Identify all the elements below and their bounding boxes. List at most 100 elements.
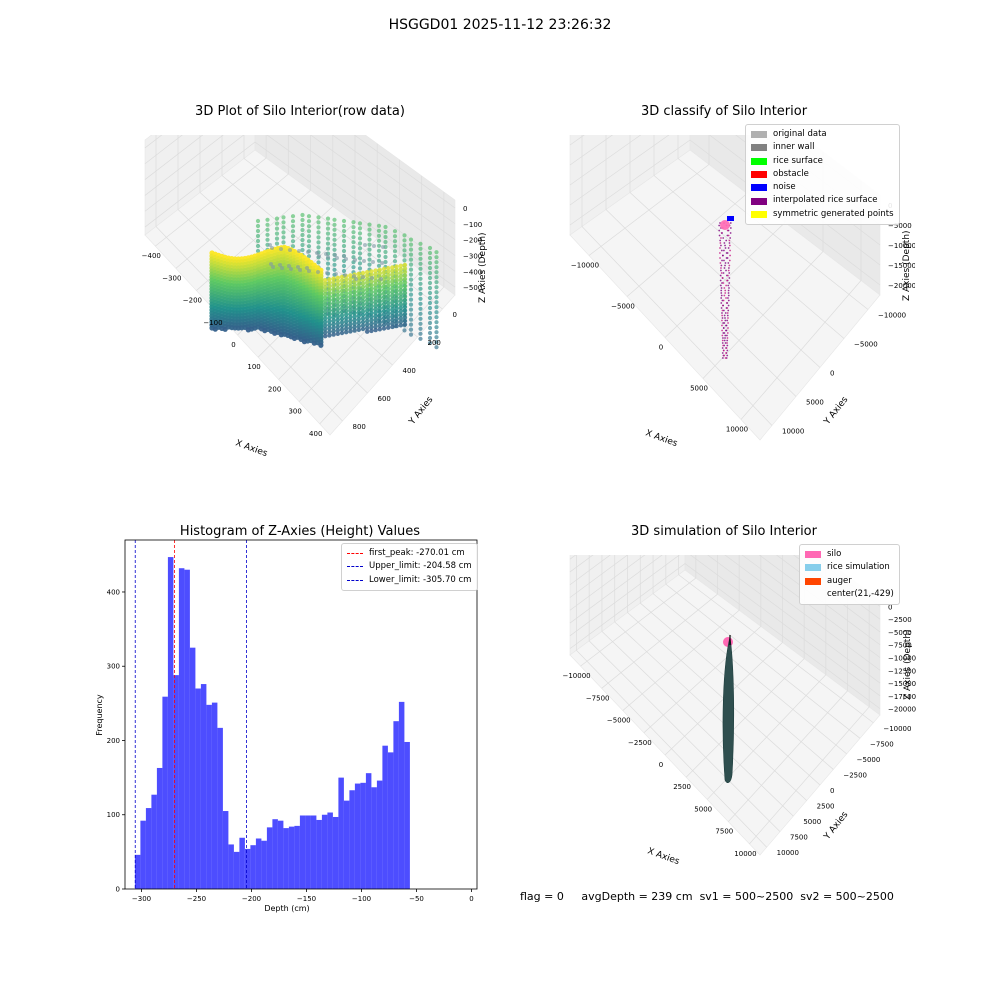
raw-point [373, 275, 378, 280]
classify-point [721, 259, 723, 262]
raw-point [274, 241, 280, 246]
sim-x-tick: 2500 [673, 783, 691, 791]
raw-point [367, 232, 372, 237]
classify-point [721, 232, 723, 234]
histogram-bar [233, 851, 240, 889]
raw-point [369, 321, 374, 327]
raw-point [344, 330, 349, 335]
raw-point [377, 309, 382, 314]
raw-point [290, 224, 296, 229]
raw-point [365, 294, 370, 299]
raw-point [381, 322, 387, 328]
cls-grid-y [653, 175, 845, 339]
raw-point [339, 306, 345, 311]
classify-point [726, 257, 729, 259]
raw-point [305, 266, 309, 270]
histogram-bar [376, 780, 383, 889]
raw-point [373, 282, 378, 287]
classify-point [724, 337, 726, 339]
raw-point [339, 320, 345, 325]
sim-legend-entry: silo [805, 548, 894, 561]
raw-point [427, 245, 433, 251]
histogram-bar [349, 790, 355, 889]
cls-legend-label: rice surface [773, 155, 823, 166]
cls-legend-swatch [751, 197, 767, 205]
raw-point [365, 322, 370, 327]
simulation-z-label: Z Axies (Depth) [903, 629, 913, 700]
classify-point [720, 289, 723, 292]
cls-legend-swatch [751, 157, 767, 165]
raw-point [386, 308, 391, 313]
raw-point [394, 274, 399, 280]
classify-point [722, 327, 725, 329]
raw-point [408, 252, 414, 257]
raw-point [377, 271, 382, 276]
histogram-bar [371, 787, 377, 889]
raw-point [434, 300, 439, 305]
raw-point [360, 319, 366, 325]
raw-point [327, 294, 332, 300]
histogram-x-tick: −50 [409, 895, 424, 903]
hist-legend-entry: Upper_limit: -204.58 cm [347, 560, 472, 573]
classify-point [722, 332, 725, 334]
raw-point [323, 313, 328, 318]
raw-y-tick: 400 [403, 367, 416, 375]
classify-point [720, 302, 723, 304]
raw-point [281, 220, 286, 225]
raw-point [394, 295, 399, 301]
raw-point [323, 302, 328, 307]
raw-point [290, 244, 296, 249]
classify-point [724, 292, 727, 294]
raw-point [427, 250, 433, 256]
raw-point [344, 323, 349, 328]
raw-point [398, 298, 403, 303]
raw-point [418, 251, 423, 256]
raw-point [357, 266, 363, 271]
cls-x-tick: −10000 [571, 262, 599, 270]
raw-point [373, 306, 378, 312]
raw-point [402, 283, 408, 289]
raw-point [408, 277, 414, 282]
raw-point [331, 328, 336, 334]
classify-point [718, 224, 721, 227]
classify-point [719, 284, 722, 287]
raw-point [367, 257, 372, 262]
raw-point [344, 302, 349, 307]
raw-point [356, 306, 361, 311]
raw-point [365, 301, 370, 306]
raw-point [408, 307, 414, 312]
classify-point [725, 284, 728, 287]
raw-point [394, 271, 399, 276]
raw-point [376, 253, 382, 258]
classify-point [727, 304, 730, 307]
raw-point [402, 311, 408, 317]
simulation-shapes [722, 635, 735, 784]
raw-x-tick: 0 [231, 341, 235, 349]
raw-point [371, 260, 375, 264]
raw-point [356, 292, 361, 297]
raw-point [325, 216, 331, 221]
raw-point [331, 325, 336, 330]
raw-point [352, 324, 357, 330]
classify-point [726, 332, 729, 334]
histogram-bar [206, 704, 212, 889]
raw-grid-z [144, 135, 456, 209]
raw-point [418, 306, 423, 311]
classify-point [727, 234, 730, 237]
raw-point [434, 330, 439, 335]
raw-point [394, 323, 399, 329]
raw-point [306, 239, 312, 244]
raw-point [408, 292, 414, 297]
raw-point [418, 331, 423, 336]
raw-point [427, 295, 433, 301]
sim-grid-z [569, 555, 881, 658]
raw-point [386, 297, 391, 302]
raw-point [306, 244, 312, 249]
histogram-bars [134, 557, 410, 889]
raw-point [398, 267, 403, 272]
raw-point [408, 297, 414, 302]
classify-point [720, 297, 723, 299]
raw-point [392, 249, 398, 254]
classify-point [727, 294, 730, 297]
raw-point [316, 225, 321, 230]
